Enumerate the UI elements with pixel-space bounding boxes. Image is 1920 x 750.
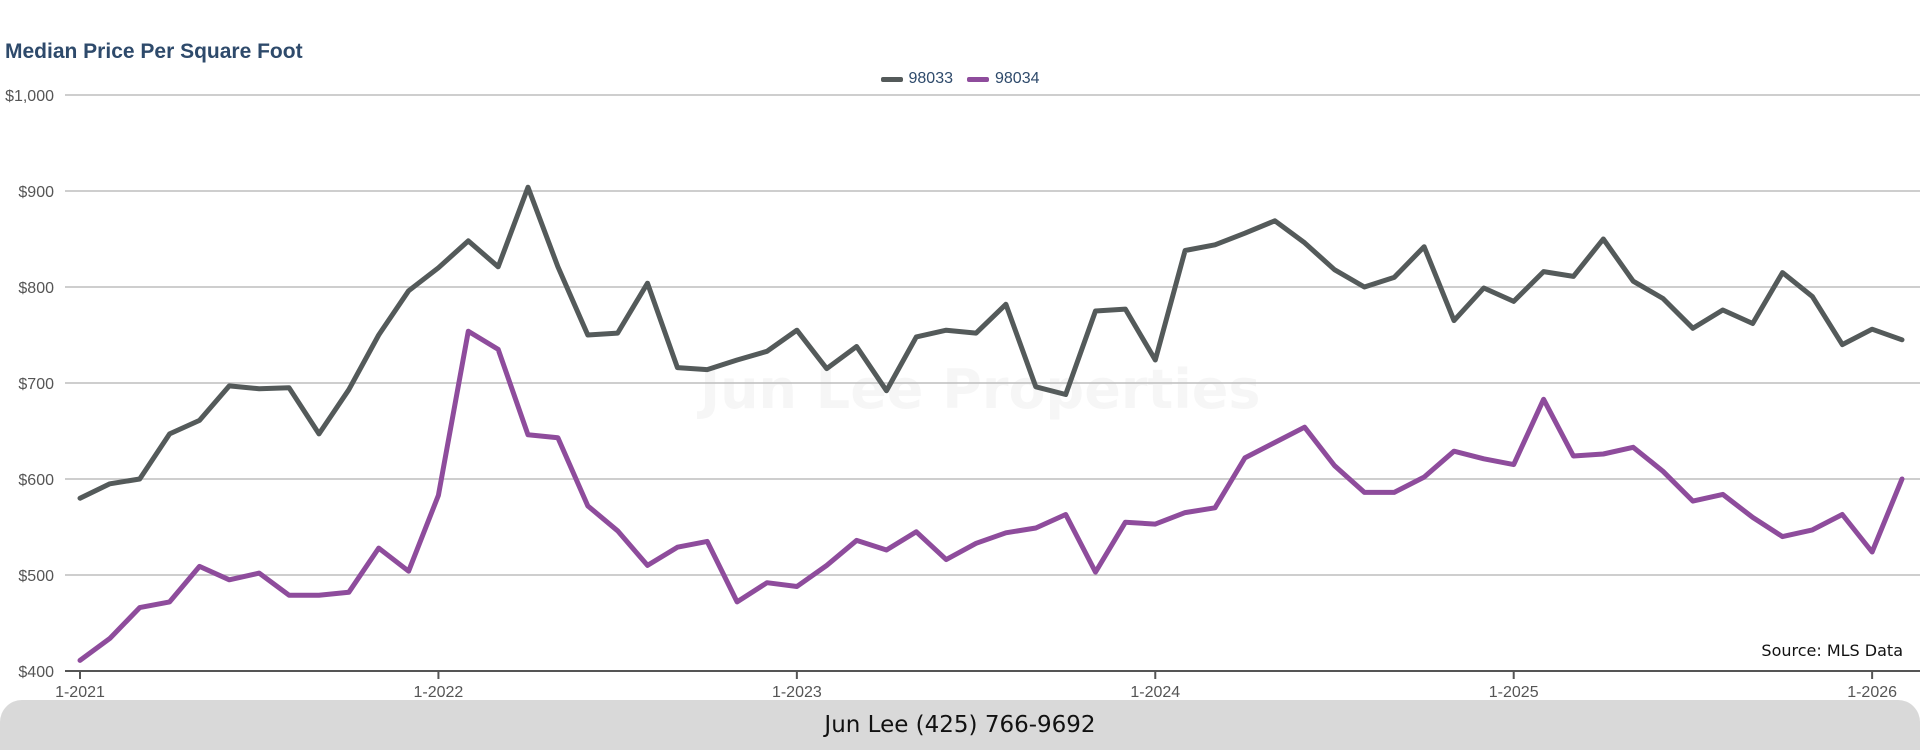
x-tick-label: 1-2024 bbox=[1130, 684, 1180, 700]
legend-swatch-98034 bbox=[967, 76, 989, 82]
y-tick-label: $600 bbox=[18, 472, 54, 489]
x-axis: 1-2021 1-2022 1-2023 1-2024 1-2025 1-2026 bbox=[55, 670, 1920, 700]
y-tick-label: $700 bbox=[18, 376, 54, 393]
y-axis: $1,000 $900 $800 $700 $600 $500 $400 bbox=[5, 88, 54, 681]
x-tick-label: 1-2025 bbox=[1489, 684, 1539, 700]
footer-contact: Jun Lee (425) 766-9692 bbox=[824, 712, 1096, 738]
chart-title: Median Price Per Square Foot bbox=[5, 40, 303, 63]
x-tick-label: 1-2021 bbox=[55, 684, 105, 700]
legend-label-98033: 98033 bbox=[908, 70, 954, 87]
series-layer bbox=[77, 184, 1905, 663]
legend: 98033 98034 bbox=[0, 69, 1920, 89]
series-line-98034 bbox=[77, 328, 1905, 663]
source-note: Source: MLS Data bbox=[1761, 641, 1903, 660]
y-tick-label: $1,000 bbox=[5, 88, 54, 105]
grid-layer bbox=[65, 94, 1920, 576]
y-tick-label: $900 bbox=[18, 184, 54, 201]
line-chart: $1,000$900$800$700$600$500$400 1-2021 1-2… bbox=[5, 88, 1920, 700]
legend-swatch-98033 bbox=[880, 76, 903, 82]
y-tick-label: $800 bbox=[18, 280, 54, 297]
x-tick-label: 1-2022 bbox=[414, 684, 464, 700]
y-tick-label: $500 bbox=[18, 568, 54, 585]
legend-item-98033[interactable]: 98033 bbox=[880, 70, 954, 88]
y-tick-label: $400 bbox=[18, 664, 54, 681]
legend-label-98034: 98034 bbox=[995, 70, 1040, 87]
x-tick-label: 1-2026 bbox=[1847, 684, 1897, 700]
footer-bar: Jun Lee (425) 766-9692 bbox=[0, 700, 1920, 750]
series-line-98033 bbox=[77, 184, 1905, 501]
x-tick-label: 1-2023 bbox=[772, 684, 822, 700]
legend-item-98034[interactable]: 98034 bbox=[967, 70, 1040, 88]
